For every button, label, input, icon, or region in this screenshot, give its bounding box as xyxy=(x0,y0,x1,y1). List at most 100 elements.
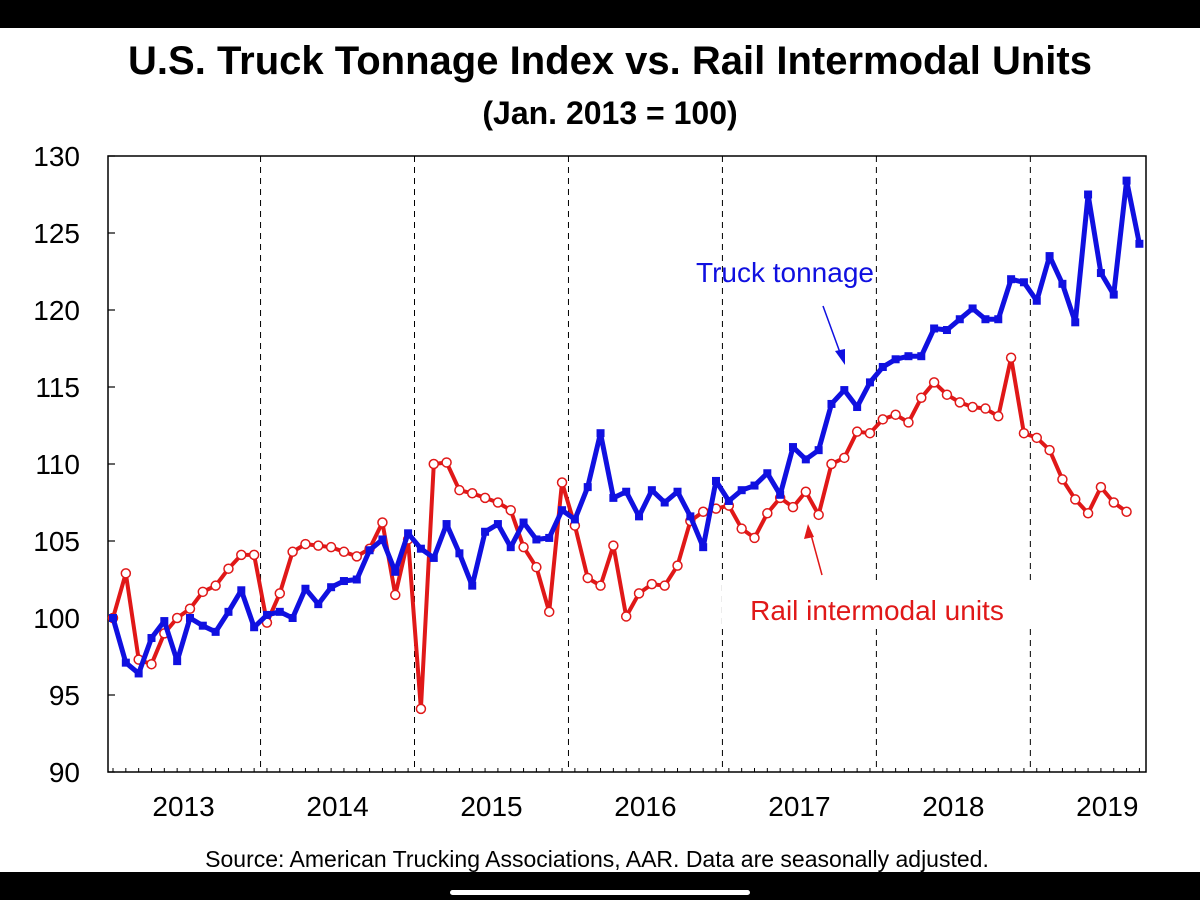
data-point xyxy=(237,586,246,595)
data-point xyxy=(1031,432,1043,444)
data-point xyxy=(262,610,271,619)
data-point xyxy=(954,397,966,408)
rail-intermodal-arrow xyxy=(809,530,823,576)
data-point xyxy=(146,658,157,670)
data-point xyxy=(198,621,207,630)
data-point xyxy=(647,486,656,495)
data-point xyxy=(814,446,823,455)
data-point xyxy=(1096,269,1105,278)
data-point xyxy=(351,551,363,562)
data-point xyxy=(185,614,194,622)
data-point xyxy=(762,508,773,519)
data-point xyxy=(352,575,361,584)
data-point xyxy=(428,458,439,470)
rail-label-background xyxy=(722,585,1032,627)
data-point xyxy=(197,586,209,598)
data-point xyxy=(994,315,1003,324)
data-point xyxy=(210,580,221,591)
data-point xyxy=(160,617,169,626)
data-point xyxy=(121,658,130,667)
data-point xyxy=(250,623,259,632)
source-note: Source: American Trucking Associations, … xyxy=(205,846,989,872)
data-point xyxy=(622,487,631,496)
data-point xyxy=(314,600,323,609)
axes: 90 95 100 105 110 115 120 125 130 2013 2014 2015 201… xyxy=(33,141,1147,822)
data-point xyxy=(173,657,182,666)
data-point xyxy=(928,377,940,388)
data-point xyxy=(865,378,874,387)
data-point xyxy=(1095,481,1107,493)
chart-subtitle: (Jan. 2013 = 100) xyxy=(482,95,737,131)
data-point xyxy=(672,560,683,571)
data-point xyxy=(993,411,1004,422)
data-point xyxy=(609,493,618,502)
data-point xyxy=(223,563,234,574)
data-point xyxy=(558,506,567,515)
data-point xyxy=(827,399,836,408)
data-point xyxy=(365,546,374,555)
data-point xyxy=(826,458,837,470)
data-point xyxy=(441,457,452,468)
data-point xyxy=(1045,252,1054,261)
data-point xyxy=(608,540,619,551)
home-indicator xyxy=(450,890,750,895)
arrow-head-icon xyxy=(835,349,845,365)
data-point xyxy=(686,512,695,521)
data-point xyxy=(724,496,733,505)
data-point xyxy=(941,389,953,400)
y-tick-label: 105 xyxy=(33,526,80,557)
data-point xyxy=(415,703,427,715)
data-point xyxy=(712,476,721,485)
data-point xyxy=(787,501,799,513)
data-point xyxy=(1082,508,1094,519)
data-point xyxy=(660,498,669,507)
data-point xyxy=(184,603,196,615)
data-point xyxy=(236,549,247,561)
data-point xyxy=(968,304,977,313)
y-tick-label: 90 xyxy=(49,757,80,788)
data-point xyxy=(301,584,310,593)
y-tick-label: 110 xyxy=(35,449,80,480)
data-point xyxy=(916,392,927,404)
data-point xyxy=(120,568,132,579)
data-point xyxy=(404,529,413,538)
y-tick-label: 115 xyxy=(35,372,80,403)
grid xyxy=(260,156,1031,772)
data-point xyxy=(697,506,709,517)
data-point xyxy=(1121,506,1132,517)
data-point xyxy=(545,533,554,542)
series xyxy=(107,176,1144,715)
data-point xyxy=(635,512,644,521)
data-point xyxy=(1005,352,1017,363)
data-point xyxy=(851,426,863,437)
data-point xyxy=(736,523,747,534)
data-point xyxy=(967,401,978,413)
data-point xyxy=(981,315,990,324)
data-point xyxy=(1018,427,1030,439)
data-point xyxy=(390,589,401,601)
data-point xyxy=(840,386,849,395)
data-point xyxy=(313,540,324,551)
data-point xyxy=(479,492,491,504)
data-point xyxy=(455,549,464,558)
data-point xyxy=(1007,275,1016,284)
y-tick-label: 130 xyxy=(33,141,80,172)
data-point xyxy=(327,583,336,592)
data-point xyxy=(646,578,658,590)
data-point xyxy=(377,517,388,528)
data-point xyxy=(300,538,311,550)
data-point xyxy=(659,580,670,591)
series-rail-intermodal-units xyxy=(107,352,1132,715)
data-point xyxy=(776,490,785,499)
data-point xyxy=(1070,494,1081,505)
y-tick-label: 100 xyxy=(33,603,80,634)
data-point xyxy=(454,484,465,496)
data-point xyxy=(339,577,348,586)
data-point xyxy=(813,509,824,521)
data-point xyxy=(493,520,502,529)
data-point xyxy=(877,414,889,425)
data-point xyxy=(930,324,939,333)
data-point xyxy=(1019,278,1028,287)
screen: U.S. Truck Tonnage Index vs. Rail Interm… xyxy=(0,28,1200,872)
data-point xyxy=(1108,497,1119,508)
